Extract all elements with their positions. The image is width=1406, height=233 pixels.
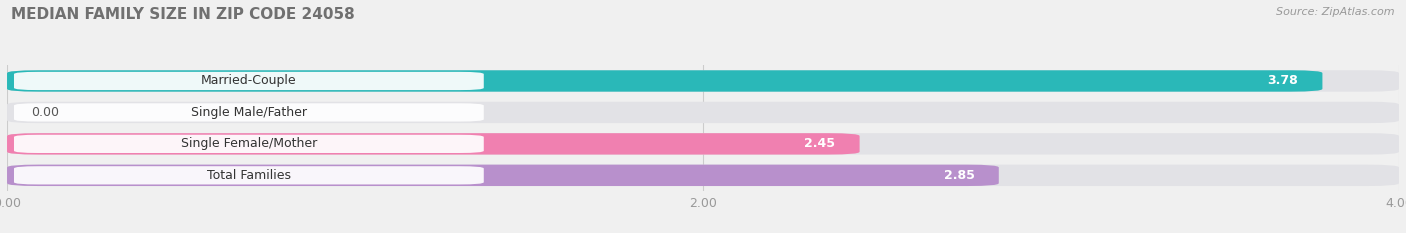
FancyBboxPatch shape: [7, 70, 1323, 92]
FancyBboxPatch shape: [7, 102, 1399, 123]
Text: 2.85: 2.85: [943, 169, 974, 182]
Text: Total Families: Total Families: [207, 169, 291, 182]
FancyBboxPatch shape: [7, 133, 1399, 154]
FancyBboxPatch shape: [14, 103, 484, 122]
FancyBboxPatch shape: [14, 72, 484, 90]
Text: 3.78: 3.78: [1267, 75, 1298, 87]
Text: 2.45: 2.45: [804, 137, 835, 150]
FancyBboxPatch shape: [7, 133, 859, 154]
Text: 0.00: 0.00: [31, 106, 59, 119]
FancyBboxPatch shape: [14, 135, 484, 153]
Text: Single Male/Father: Single Male/Father: [191, 106, 307, 119]
FancyBboxPatch shape: [7, 165, 998, 186]
FancyBboxPatch shape: [7, 165, 1399, 186]
FancyBboxPatch shape: [7, 70, 1399, 92]
Text: Married-Couple: Married-Couple: [201, 75, 297, 87]
Text: Single Female/Mother: Single Female/Mother: [181, 137, 316, 150]
Text: MEDIAN FAMILY SIZE IN ZIP CODE 24058: MEDIAN FAMILY SIZE IN ZIP CODE 24058: [11, 7, 354, 22]
Text: Source: ZipAtlas.com: Source: ZipAtlas.com: [1277, 7, 1395, 17]
FancyBboxPatch shape: [14, 166, 484, 185]
